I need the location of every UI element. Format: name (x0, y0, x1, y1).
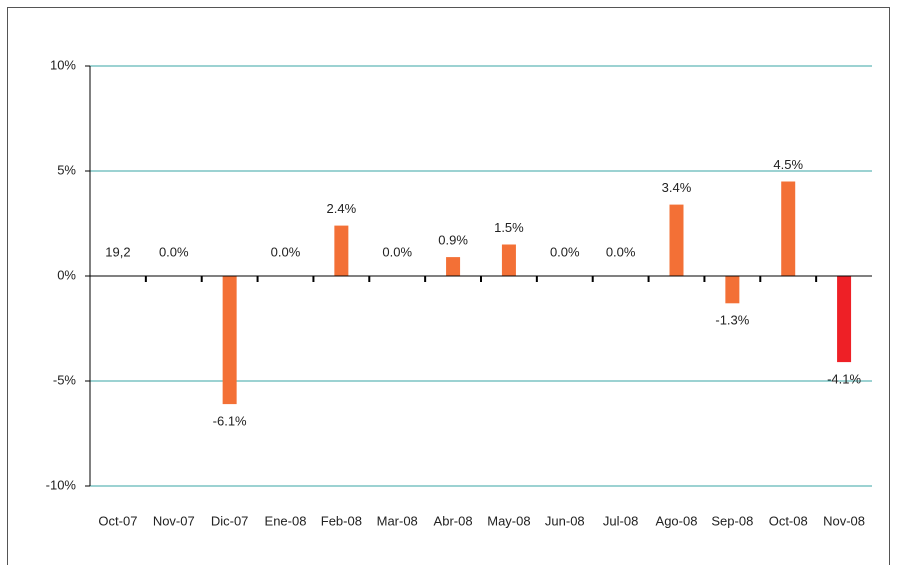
bar (501, 244, 516, 276)
value-label: 4.5% (773, 157, 803, 172)
bar (669, 204, 684, 276)
value-label: -4.1% (827, 372, 861, 387)
value-label: 0.0% (550, 244, 580, 259)
x-tick-label: Feb-08 (321, 513, 362, 528)
x-tick-label: Dic-07 (211, 513, 249, 528)
value-label: 3.4% (662, 180, 692, 195)
bar (781, 181, 796, 276)
x-tick-label: Mar-08 (377, 513, 418, 528)
value-label: 2.4% (327, 201, 357, 216)
bar (725, 276, 740, 304)
value-label: 0.9% (438, 233, 468, 248)
bar (446, 257, 461, 276)
x-tick-label: Ago-08 (656, 513, 698, 528)
y-tick-label: 5% (57, 162, 76, 177)
value-label: 0.0% (606, 244, 636, 259)
bar (837, 276, 852, 363)
value-label: -6.1% (213, 414, 247, 429)
y-tick-label: -10% (46, 477, 77, 492)
chart-frame (7, 7, 890, 566)
x-tick-label: Oct-08 (769, 513, 808, 528)
x-tick-label: Oct-07 (98, 513, 137, 528)
x-tick-label: Jul-08 (603, 513, 638, 528)
x-tick-label: Ene-08 (265, 513, 307, 528)
x-tick-label: Nov-08 (823, 513, 865, 528)
y-tick-label: 0% (57, 267, 76, 282)
value-label: 0.0% (159, 244, 189, 259)
y-tick-label: -5% (53, 372, 77, 387)
x-tick-label: Jun-08 (545, 513, 585, 528)
x-tick-label: May-08 (487, 513, 530, 528)
bar (222, 276, 237, 405)
value-label: 0.0% (271, 244, 301, 259)
y-tick-label: 10% (50, 57, 76, 72)
x-tick-label: Sep-08 (711, 513, 753, 528)
annotation: 19,2 (105, 244, 130, 259)
value-label: 1.5% (494, 220, 524, 235)
x-tick-label: Nov-07 (153, 513, 195, 528)
x-tick-label: Abr-08 (434, 513, 473, 528)
value-label: -1.3% (715, 313, 749, 328)
bar (334, 225, 349, 276)
value-label: 0.0% (382, 244, 412, 259)
